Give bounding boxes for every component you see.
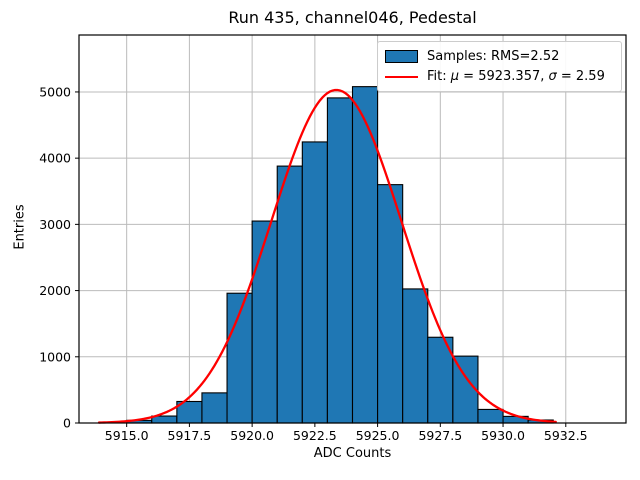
histogram-bar bbox=[301, 141, 328, 424]
x-tick-label: 5927.5 bbox=[418, 428, 462, 443]
histogram-bar bbox=[477, 408, 504, 424]
y-tick-label: 2000 bbox=[39, 283, 71, 298]
samples-swatch-icon bbox=[385, 49, 418, 63]
y-tick-label: 5000 bbox=[39, 84, 71, 99]
x-tick-label: 5922.5 bbox=[293, 428, 337, 443]
x-axis-label: ADC Counts bbox=[313, 446, 392, 461]
histogram-bar bbox=[201, 392, 228, 424]
x-tick-label: 5930.0 bbox=[481, 428, 525, 443]
histogram-bar bbox=[427, 336, 454, 424]
y-tick-label: 3000 bbox=[39, 217, 71, 232]
legend: Samples: RMS=2.52 Fit: μ = 5923.357, σ =… bbox=[377, 41, 622, 92]
x-tick-label: 5917.5 bbox=[168, 428, 212, 443]
legend-row-fit: Fit: μ = 5923.357, σ = 2.59 bbox=[385, 68, 613, 86]
x-tick-label: 5925.0 bbox=[356, 428, 400, 443]
x-tick-label: 5932.5 bbox=[544, 428, 588, 443]
chart-title: Run 435, channel046, Pedestal bbox=[228, 8, 477, 27]
histogram-bar bbox=[452, 355, 479, 424]
fit-line-icon bbox=[385, 75, 418, 78]
y-tick-label: 0 bbox=[63, 416, 71, 431]
legend-row-samples: Samples: RMS=2.52 bbox=[385, 47, 613, 65]
histogram-bar bbox=[402, 288, 429, 424]
histogram-bar bbox=[251, 220, 278, 424]
y-tick-label: 1000 bbox=[39, 349, 71, 364]
fit-curve bbox=[97, 88, 557, 424]
plot-border bbox=[78, 34, 627, 424]
x-tick-label: 5920.0 bbox=[230, 428, 274, 443]
y-tick-label: 4000 bbox=[39, 151, 71, 166]
histogram-bar bbox=[276, 165, 303, 424]
histogram-bar bbox=[377, 184, 404, 424]
legend-samples-label: Samples: RMS=2.52 bbox=[427, 48, 560, 64]
x-tick-label: 5915.0 bbox=[105, 428, 149, 443]
legend-fit-label: Fit: μ = 5923.357, σ = 2.59 bbox=[427, 69, 605, 85]
histogram-bar bbox=[351, 86, 379, 424]
histogram-bar bbox=[326, 97, 354, 424]
